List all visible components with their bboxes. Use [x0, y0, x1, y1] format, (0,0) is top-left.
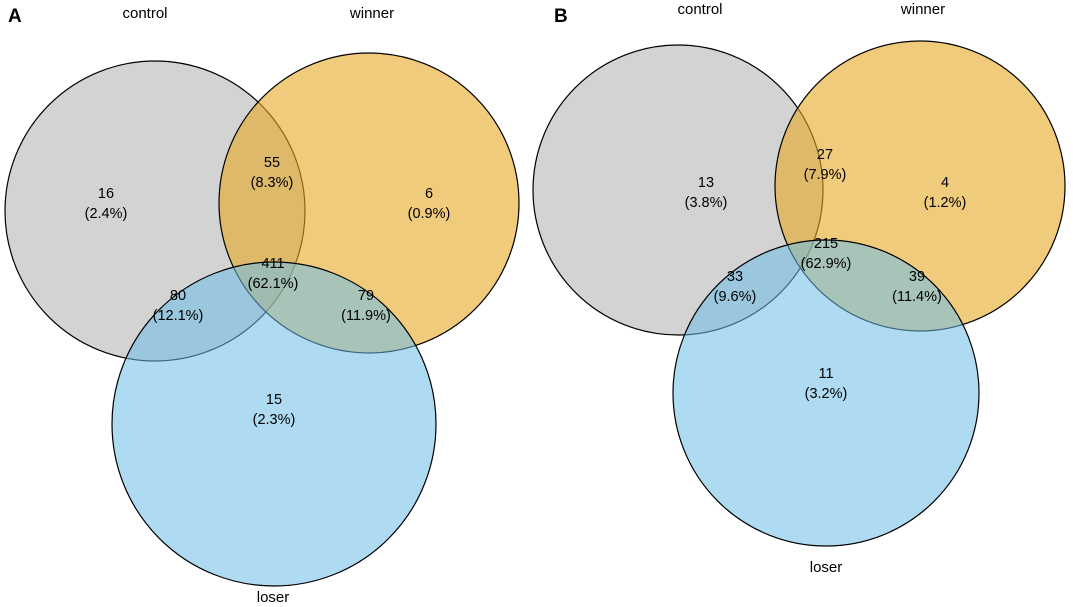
panel-a-label: A	[8, 6, 22, 27]
panel-a-all-three-percent: (62.1%)	[248, 276, 299, 292]
panel-b-control-loser-percent: (9.6%)	[714, 289, 757, 305]
panel-a-loser-only-percent: (2.3%)	[253, 412, 296, 428]
panel-b-winner-loser-count: 39	[909, 269, 925, 285]
panel-a-control-only-percent: (2.4%)	[85, 206, 128, 222]
panel-b-control-winner-count: 27	[817, 147, 833, 163]
panel-a-loser-only-count: 15	[266, 392, 282, 408]
panel-b-control-only-count: 13	[698, 175, 714, 191]
panel-b: B control winner loser 13 (3.8%) 27 (7.9…	[532, 1, 1066, 576]
panel-b-loser-only-percent: (3.2%)	[805, 386, 848, 402]
panel-a-winner-label: winner	[349, 5, 394, 22]
panel-a-winner-loser-percent: (11.9%)	[341, 308, 391, 324]
panel-b-all-three-percent: (62.9%)	[801, 256, 852, 272]
panel-a-control-label: control	[122, 5, 167, 22]
panel-a-control-loser-percent: (12.1%)	[153, 308, 204, 324]
panel-a-all-three-count: 411	[261, 256, 284, 272]
panel-a-control-winner-percent: (8.3%)	[251, 175, 294, 191]
panel-b-winner-only-count: 4	[941, 175, 949, 191]
panel-b-loser-circle	[672, 239, 980, 547]
panel-a-control-winner-count: 55	[264, 155, 280, 171]
panel-b-control-winner-percent: (7.9%)	[804, 167, 847, 183]
panel-b-all-three-count: 215	[814, 236, 838, 252]
panel-b-loser-label: loser	[810, 559, 843, 576]
panel-a-loser-circle	[111, 261, 437, 587]
panel-a-winner-only-count: 6	[425, 186, 433, 202]
panel-b-winner-only-percent: (1.2%)	[924, 195, 967, 211]
panel-a-winner-only-percent: (0.9%)	[408, 206, 451, 222]
panel-b-control-loser-count: 33	[727, 269, 743, 285]
panel-b-control-only-percent: (3.8%)	[685, 195, 728, 211]
panel-b-winner-label: winner	[900, 1, 945, 18]
panel-a-control-loser-count: 80	[170, 288, 186, 304]
panel-a: A control winner loser 16 (2.4%) 55 (8.3…	[4, 5, 520, 606]
panel-a-loser-label: loser	[257, 589, 290, 606]
panel-b-control-label: control	[677, 1, 722, 18]
panel-b-loser-only-count: 11	[818, 366, 833, 382]
panel-b-label: B	[554, 6, 568, 27]
panel-a-control-only-count: 16	[98, 186, 114, 202]
panel-a-winner-loser-count: 79	[358, 288, 374, 304]
panel-b-winner-loser-percent: (11.4%)	[892, 289, 942, 305]
